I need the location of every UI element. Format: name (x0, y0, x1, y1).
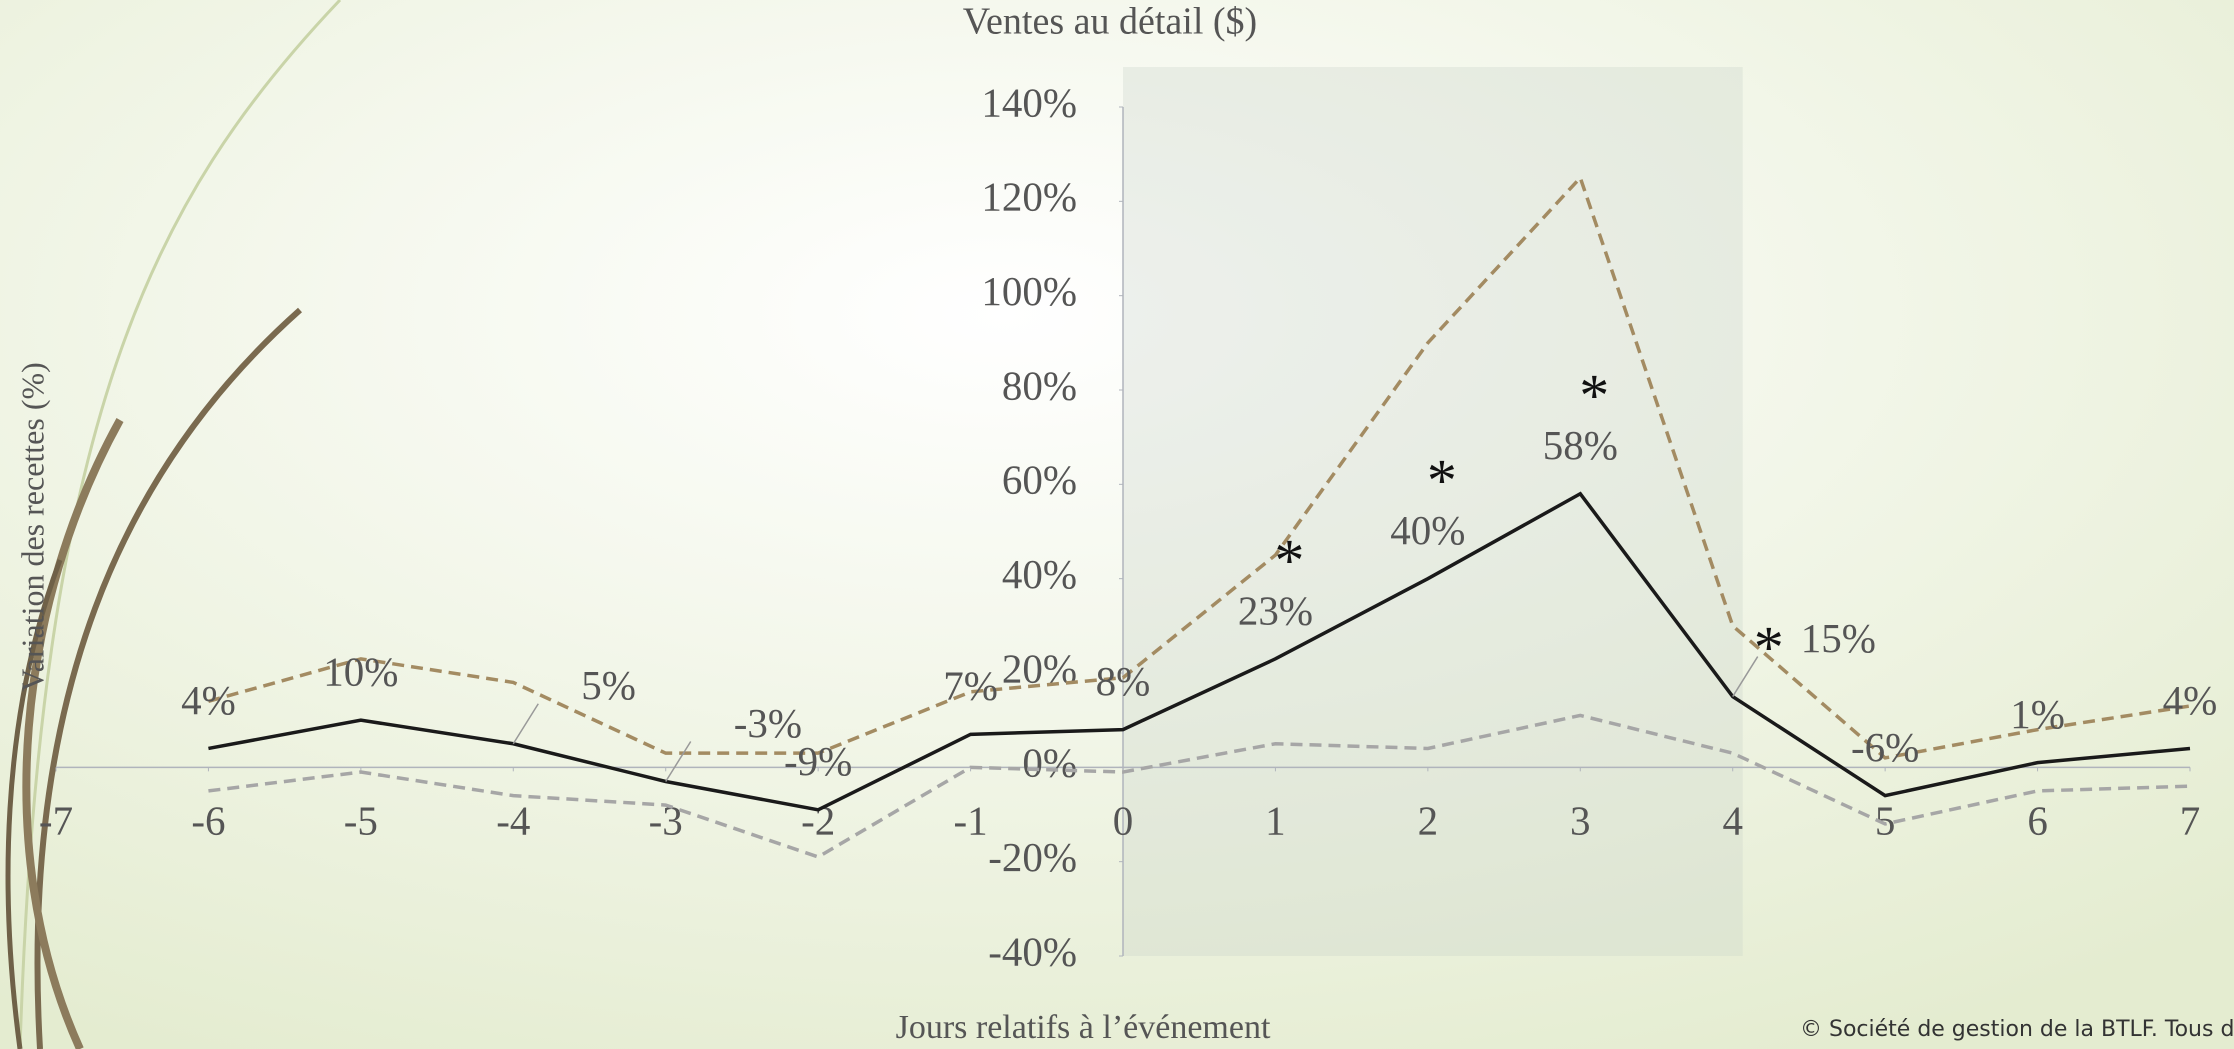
data-label: -9% (784, 738, 852, 784)
x-tick-label: -6 (191, 797, 225, 843)
x-axis-label: Jours relatifs à l’événement (896, 1009, 1271, 1046)
decoration (18, 0, 342, 1049)
y-tick-label: 60% (1002, 457, 1077, 503)
series-line (208, 713, 2191, 859)
leader-line (512, 703, 539, 745)
plot: -40%-20%0%20%40%60%80%100%120%140%-7 -6 -5… (39, 67, 2217, 974)
y-tick-label: 120% (981, 174, 1077, 220)
x-tick-label: 7 (2180, 797, 2201, 843)
x-tick-label: -7 (39, 797, 73, 843)
y-tick-label: -40% (988, 928, 1077, 974)
significance-mark: * (1427, 447, 1457, 513)
x-tick-label: -1 (953, 797, 987, 843)
data-label: -6% (1851, 724, 1919, 770)
y-axis-label: Variation des recettes (%) (14, 362, 50, 692)
data-label: 7% (943, 663, 998, 709)
x-tick-label: -4 (496, 797, 530, 843)
decoration (22, 418, 124, 1049)
chart-title: Ventes au détail ($) (963, 1, 1257, 43)
data-label: -3% (734, 700, 802, 746)
data-label: 5% (581, 662, 636, 708)
data-label: 23% (1238, 587, 1313, 633)
significance-mark: * (1579, 363, 1609, 429)
leader-line (665, 741, 692, 782)
footer: © Société de gestion de la BTLF. Tous dr… (1800, 1017, 2234, 1042)
y-tick-label: 140% (981, 79, 1077, 125)
data-label: 10% (323, 649, 398, 695)
data-label: 40% (1390, 507, 1465, 553)
x-tick-label: 3 (1570, 797, 1591, 843)
x-tick-label: 1 (1265, 797, 1286, 843)
y-tick-label: 80% (1002, 362, 1077, 408)
x-tick-label: 0 (1113, 797, 1134, 843)
y-tick-label: 0% (1022, 740, 1077, 786)
x-tick-label: -5 (344, 797, 378, 843)
data-label: 4% (2163, 677, 2218, 723)
y-tick-label: 40% (1002, 551, 1077, 597)
event-window (1123, 67, 1743, 956)
leader-line (1732, 656, 1759, 697)
series-line (207, 174, 2191, 760)
series-line (208, 491, 2191, 812)
y-tick-label: -20% (988, 834, 1077, 880)
data-label: 58% (1543, 422, 1618, 468)
x-tick-label: 4 (1722, 797, 1743, 843)
x-tick-label: 2 (1418, 797, 1439, 843)
data-label: 4% (181, 677, 236, 723)
data-label: 1% (2010, 691, 2065, 737)
data-label: 15% (1801, 615, 1876, 661)
x-tick-label: 5 (1875, 797, 1896, 843)
decoration (5, 559, 63, 1049)
significance-mark: * (1754, 614, 1784, 680)
significance-mark: * (1274, 528, 1304, 594)
y-tick-label: 100% (981, 268, 1077, 314)
data-label: 8% (1096, 658, 1151, 704)
x-tick-label: 6 (2027, 797, 2048, 843)
